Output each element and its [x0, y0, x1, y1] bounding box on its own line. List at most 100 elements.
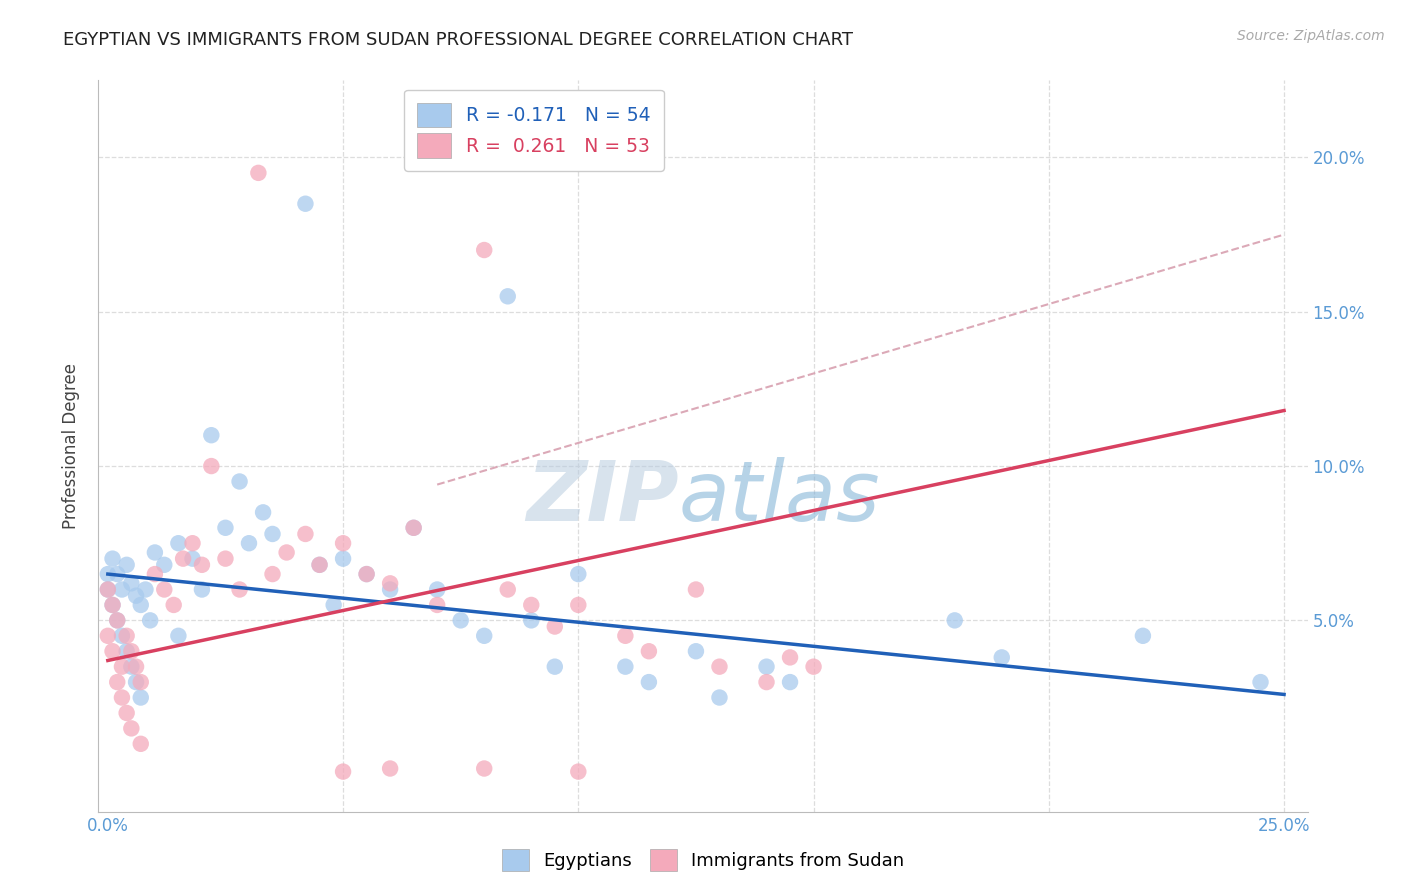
Point [105, 567, 128, 582]
Point [332, 551, 354, 566]
Point [115, 706, 138, 720]
Point [105, 613, 128, 627]
Point [567, 764, 589, 779]
Point [111, 659, 134, 673]
Point [97, 629, 120, 643]
Legend: R = -0.171   N = 54, R =  0.261   N = 53: R = -0.171 N = 54, R = 0.261 N = 53 [404, 90, 664, 170]
Point [129, 690, 152, 705]
Point [709, 690, 731, 705]
Point [356, 567, 378, 582]
Point [115, 629, 138, 643]
Point [943, 613, 966, 627]
Point [472, 629, 495, 643]
Point [378, 576, 401, 591]
Point [115, 644, 138, 658]
Point [143, 567, 166, 582]
Point [332, 764, 354, 779]
Point [520, 598, 543, 612]
Point [294, 527, 316, 541]
Point [544, 619, 567, 633]
Point [97, 582, 120, 597]
Point [97, 567, 120, 582]
Point [402, 521, 425, 535]
Point [238, 536, 260, 550]
Point [115, 558, 138, 572]
Point [101, 551, 124, 566]
Point [101, 644, 124, 658]
Point [228, 475, 250, 489]
Point [153, 582, 176, 597]
Point [200, 428, 222, 442]
Point [105, 613, 128, 627]
Point [101, 598, 124, 612]
Text: atlas: atlas [679, 457, 880, 538]
Point [163, 598, 186, 612]
Point [709, 659, 731, 673]
Point [191, 582, 214, 597]
Point [214, 551, 236, 566]
Point [544, 659, 567, 673]
Point [308, 558, 330, 572]
Point [378, 582, 401, 597]
Legend: Egyptians, Immigrants from Sudan: Egyptians, Immigrants from Sudan [495, 842, 911, 879]
Point [322, 598, 344, 612]
Point [105, 675, 128, 690]
Point [262, 527, 284, 541]
Point [181, 551, 204, 566]
Point [276, 545, 298, 559]
Point [101, 598, 124, 612]
Point [803, 659, 825, 673]
Point [125, 675, 148, 690]
Point [228, 582, 250, 597]
Point [125, 659, 148, 673]
Point [990, 650, 1012, 665]
Point [755, 659, 778, 673]
Point [567, 567, 589, 582]
Point [779, 650, 801, 665]
Point [120, 576, 142, 591]
Point [191, 558, 214, 572]
Point [1132, 629, 1154, 643]
Point [172, 551, 194, 566]
Point [472, 243, 495, 257]
Point [332, 536, 354, 550]
Point [181, 536, 204, 550]
Point [402, 521, 425, 535]
Point [139, 613, 162, 627]
Point [472, 762, 495, 776]
Point [426, 582, 449, 597]
Point [638, 675, 661, 690]
Point [262, 567, 284, 582]
Point [167, 536, 190, 550]
Point [143, 545, 166, 559]
Text: EGYPTIAN VS IMMIGRANTS FROM SUDAN PROFESSIONAL DEGREE CORRELATION CHART: EGYPTIAN VS IMMIGRANTS FROM SUDAN PROFES… [63, 31, 853, 49]
Point [111, 629, 134, 643]
Point [120, 644, 142, 658]
Point [134, 582, 156, 597]
Point [614, 659, 637, 673]
Point [247, 166, 270, 180]
Point [111, 690, 134, 705]
Point [450, 613, 472, 627]
Point [496, 582, 519, 597]
Point [426, 598, 449, 612]
Point [125, 589, 148, 603]
Point [685, 582, 707, 597]
Point [308, 558, 330, 572]
Point [356, 567, 378, 582]
Point [111, 582, 134, 597]
Text: ZIP: ZIP [526, 457, 679, 538]
Point [755, 675, 778, 690]
Point [129, 675, 152, 690]
Point [129, 598, 152, 612]
Y-axis label: Professional Degree: Professional Degree [62, 363, 80, 529]
Point [97, 582, 120, 597]
Point [153, 558, 176, 572]
Text: Source: ZipAtlas.com: Source: ZipAtlas.com [1237, 29, 1385, 43]
Point [685, 644, 707, 658]
Point [378, 762, 401, 776]
Point [294, 196, 316, 211]
Point [120, 722, 142, 736]
Point [638, 644, 661, 658]
Point [496, 289, 519, 303]
